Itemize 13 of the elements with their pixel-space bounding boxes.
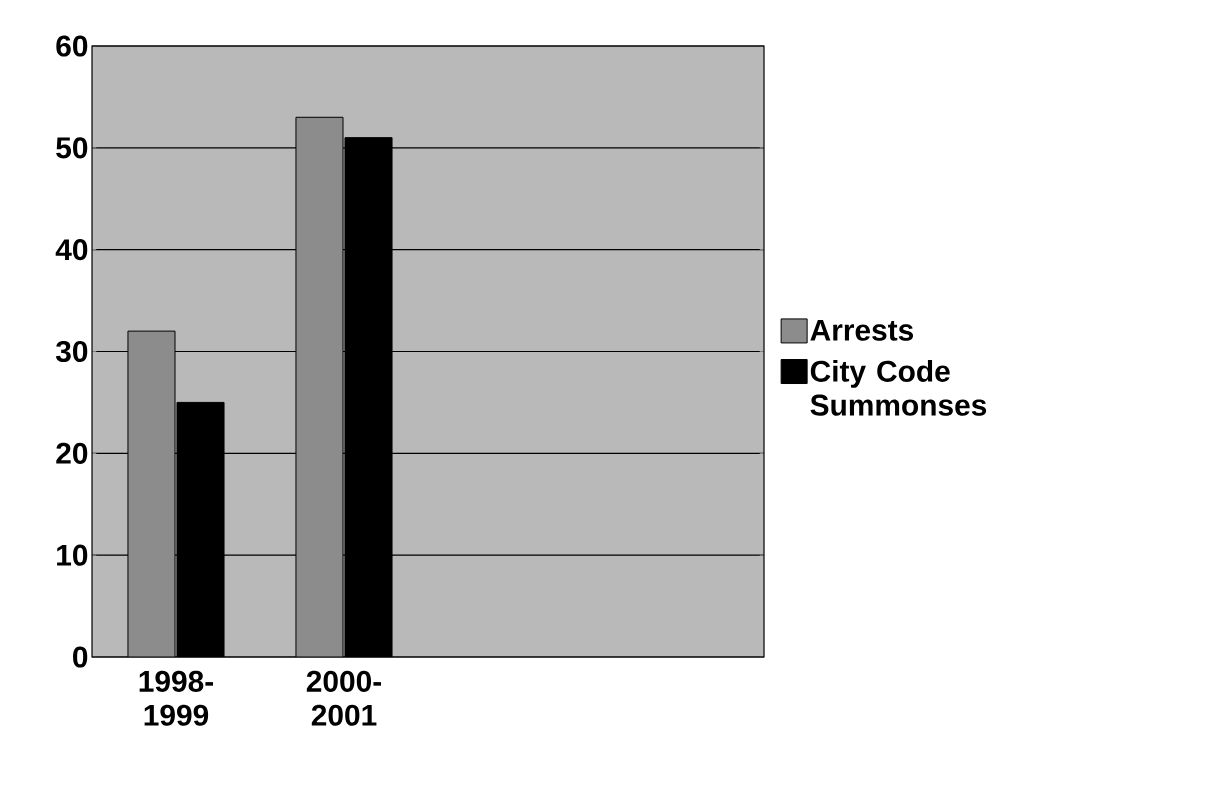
bar bbox=[295, 116, 344, 657]
y-tick-label: 20 bbox=[56, 442, 88, 464]
y-tick-label: 50 bbox=[56, 137, 88, 159]
y-tick-label: 30 bbox=[55, 340, 88, 363]
y-tick-label: 10 bbox=[57, 544, 88, 566]
x-tick-label: 1998-1999 bbox=[139, 670, 213, 726]
legend-label: Arrests bbox=[810, 319, 914, 341]
y-tick-label: 0 bbox=[73, 646, 88, 668]
y-tick-label: 40 bbox=[55, 239, 88, 261]
x-tick-label: 2000-2001 bbox=[306, 670, 381, 726]
bar bbox=[127, 330, 176, 657]
y-tick-label: 60 bbox=[56, 35, 88, 57]
legend-label: City Code Summonses bbox=[810, 359, 987, 416]
